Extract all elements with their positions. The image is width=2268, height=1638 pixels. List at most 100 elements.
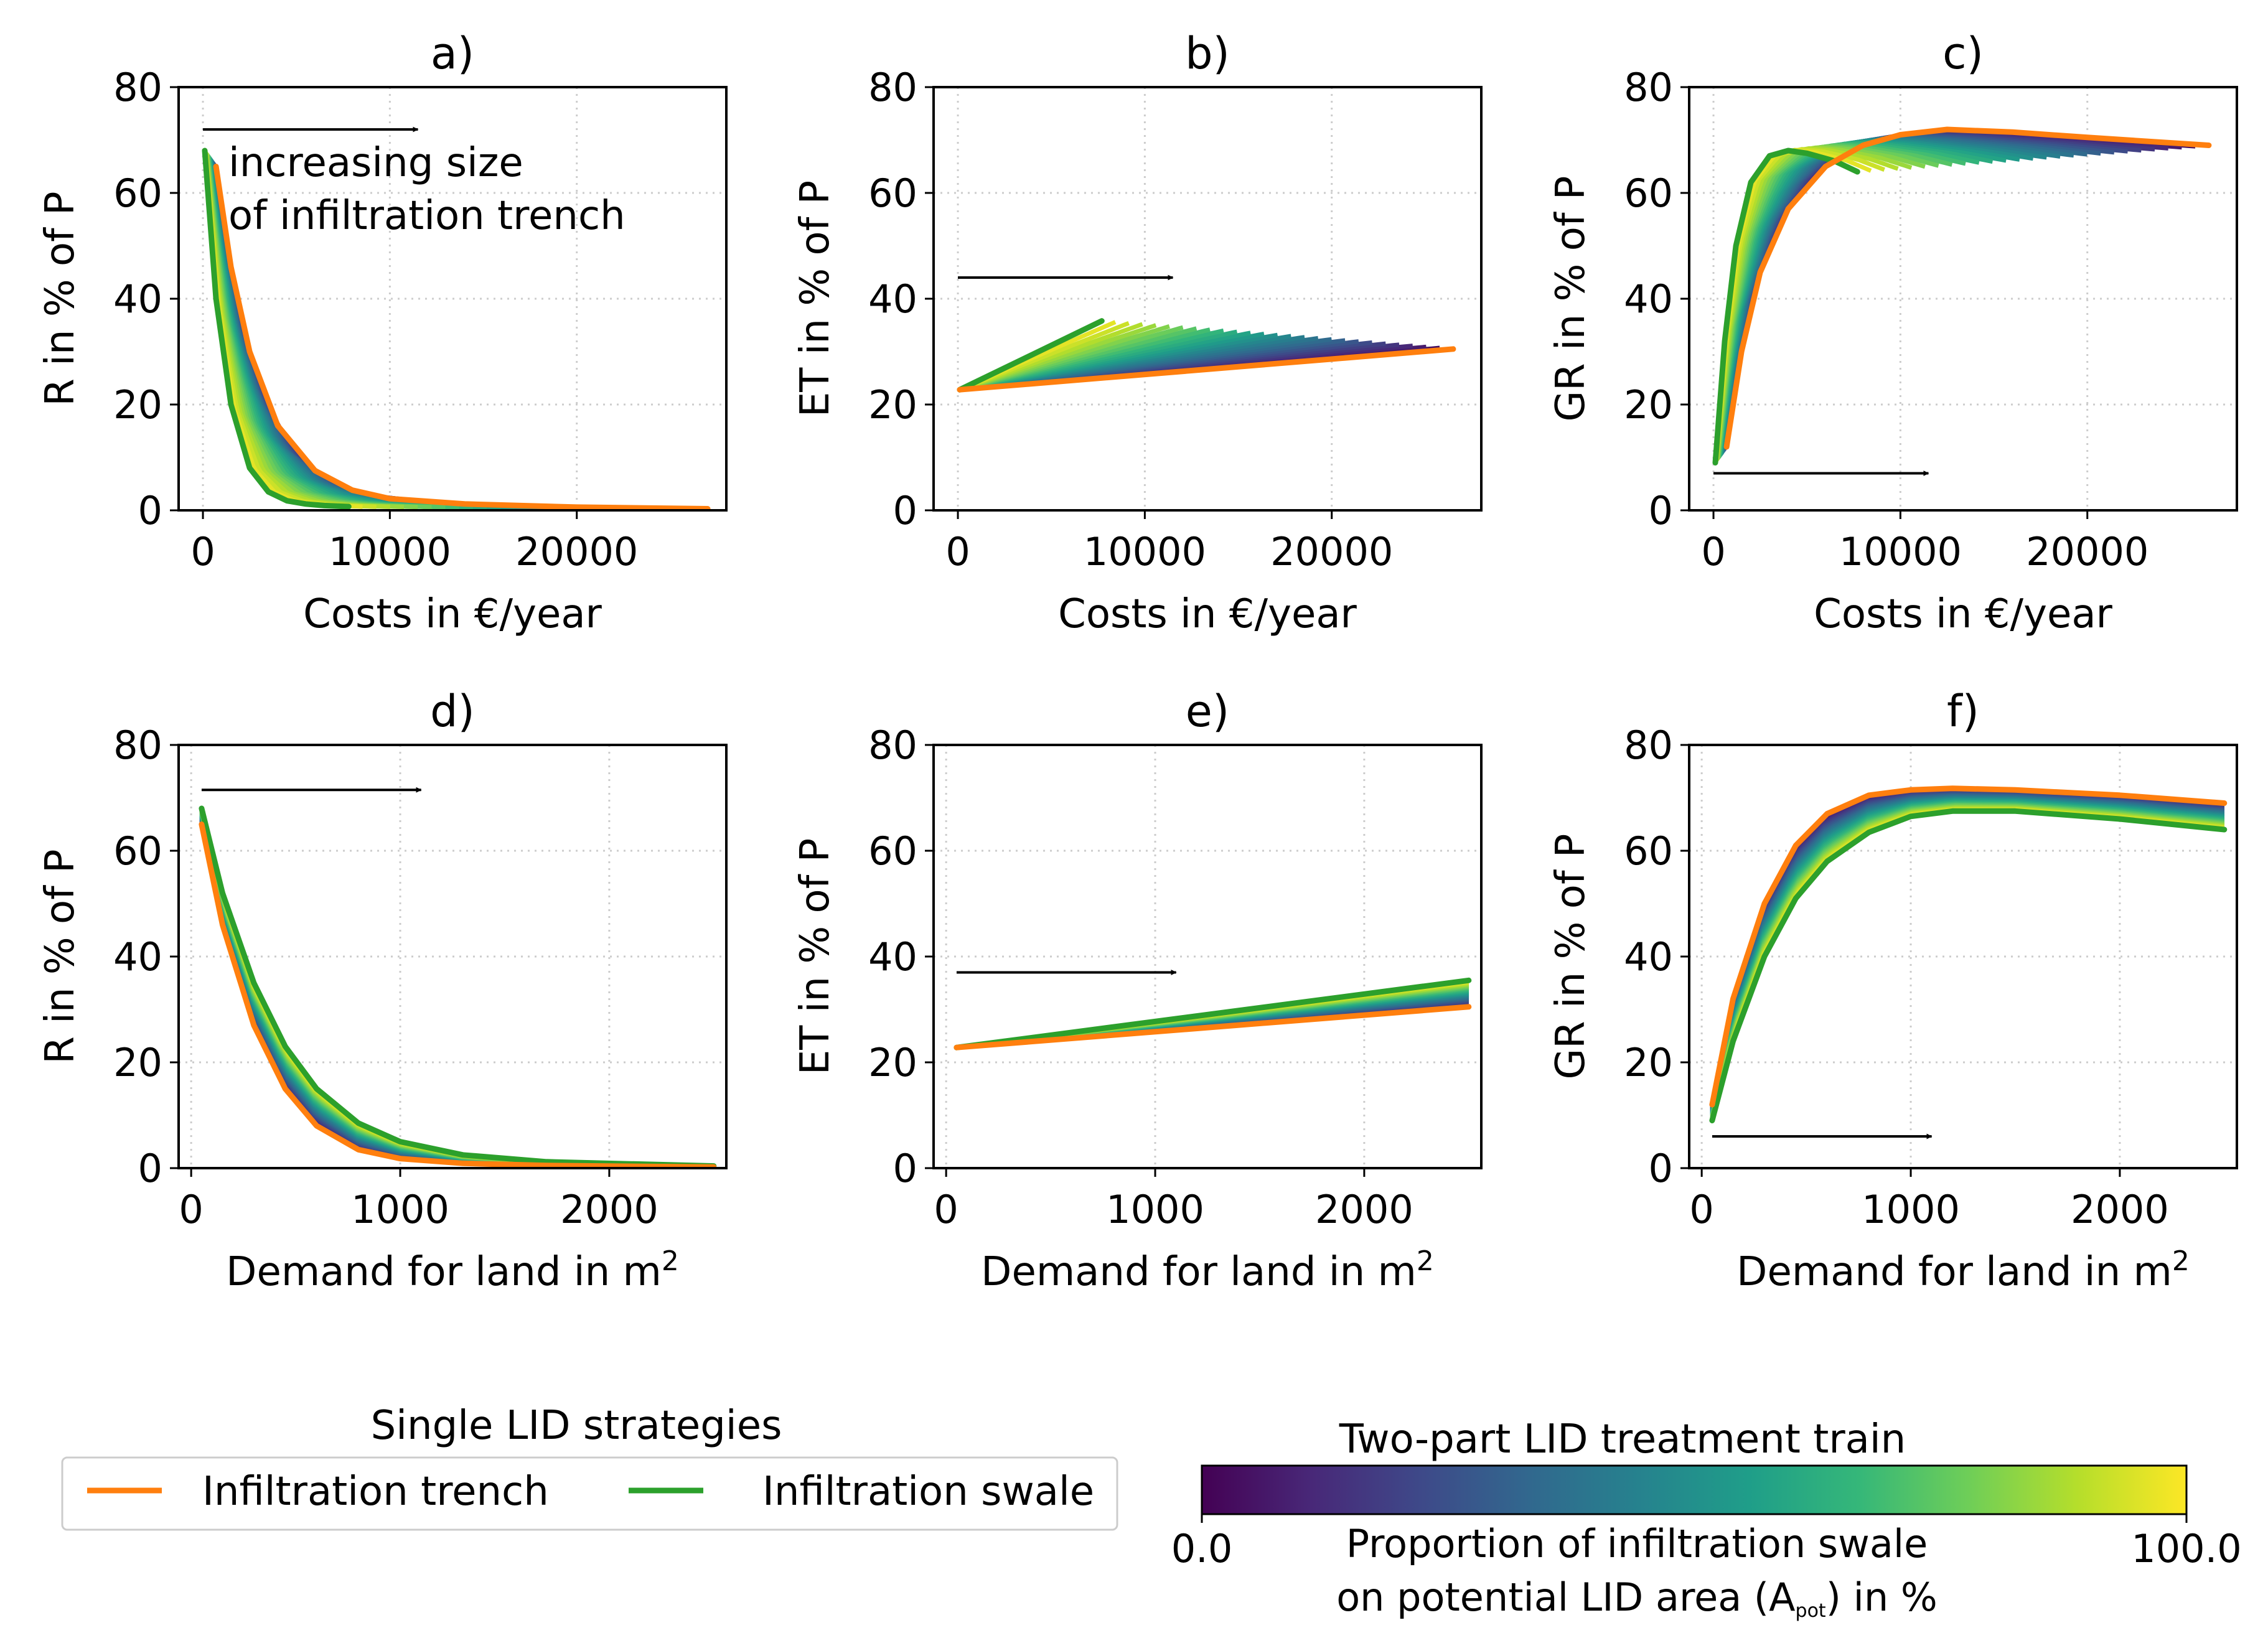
subplot-c: 0 10000 20000 0 20 40 60 80 Costs in €/year GR in… (1548, 28, 2238, 637)
treatment-train-line (1710, 797, 2225, 1113)
y-tick-label: 20 (868, 382, 917, 428)
y-tick-label: 60 (1624, 171, 1673, 216)
y-tick-label: 40 (868, 934, 917, 980)
subplot-f: 0 1000 2000 0 20 40 60 80 Demand for land in m2 G… (1548, 686, 2238, 1295)
x-axis-label: Demand for land in m2 (226, 1245, 679, 1295)
treatment-train-line (199, 810, 714, 1168)
x-tick-label: 1000 (351, 1187, 449, 1232)
treatment-train-line (1710, 789, 2225, 1107)
subplot-title: e) (1186, 686, 1229, 737)
x-tick-label: 2000 (2071, 1187, 2169, 1232)
colorbar-max-label: 100.0 (2131, 1526, 2242, 1571)
y-axis-label: GR in % of P (1548, 834, 1594, 1080)
treatment-train-line (1710, 790, 2225, 1108)
y-tick-label: 60 (868, 171, 917, 216)
x-axis-label: Costs in €/year (1058, 591, 1357, 637)
x-tick-label: 1000 (1862, 1187, 1960, 1232)
x-axis-label: Demand for land in m2 (1736, 1245, 2190, 1295)
treatment-train-line (1710, 793, 2225, 1111)
series-infiltration-trench (199, 821, 717, 1168)
y-tick-label: 40 (868, 276, 917, 322)
treatment-train-line (199, 810, 714, 1168)
subplot-title: d) (430, 686, 475, 737)
plot-area (954, 977, 1472, 1051)
y-tick-label: 20 (113, 1040, 162, 1085)
y-tick-label: 80 (868, 723, 917, 768)
y-tick-label: 0 (1649, 1146, 1673, 1191)
treatment-train-line (199, 821, 714, 1168)
y-tick-label: 20 (1624, 1040, 1673, 1085)
series-infiltration-swale (954, 977, 1472, 1051)
y-tick-label: 0 (1649, 488, 1673, 533)
legend: Single LID strategies Infiltration trench… (61, 1403, 1118, 1531)
colorbar-gradient (1201, 1464, 2188, 1515)
y-tick-label: 80 (1624, 723, 1673, 768)
treatment-train-line (199, 823, 714, 1168)
x-tick-label: 2000 (1315, 1187, 1413, 1232)
subplot-title: c) (1942, 28, 1984, 79)
x-axis-label: Demand for land in m2 (981, 1245, 1434, 1295)
treatment-train-line (1710, 795, 2225, 1112)
colorbar-min-label: 0.0 (1171, 1526, 1233, 1571)
plot-area (202, 147, 711, 510)
treatment-train-line (1710, 802, 2225, 1117)
y-tick-label: 60 (1624, 828, 1673, 874)
treatment-train-line (199, 819, 714, 1168)
series-infiltration-trench (957, 346, 1456, 393)
treatment-train-line (199, 816, 714, 1168)
y-tick-label: 0 (893, 488, 917, 533)
series-infiltration-swale (199, 805, 717, 1168)
subplot-title: f) (1947, 686, 1979, 737)
y-tick-label: 60 (113, 171, 162, 216)
treatment-train-line (199, 822, 714, 1168)
series-infiltration-swale (957, 318, 1105, 393)
treatment-train-line (199, 808, 714, 1168)
y-tick-label: 20 (1624, 382, 1673, 428)
annotation-text: of infiltration trench (228, 193, 626, 239)
plot-area (1709, 785, 2228, 1123)
y-axis-label: R in % of P (37, 191, 83, 406)
treatment-train-line (199, 814, 714, 1168)
legend-item-label: Infiltration swale (762, 1469, 1094, 1515)
colorbar: Two-part LID treatment train 0.0 100.0 (1171, 1416, 2242, 1571)
x-tick-label: 2000 (560, 1187, 658, 1232)
x-tick-label: 20000 (1270, 529, 1393, 574)
y-tick-label: 0 (138, 1146, 162, 1191)
colorbar-title: Two-part LID treatment train (1339, 1416, 1906, 1462)
x-tick-label: 0 (945, 529, 970, 574)
treatment-train-line (199, 815, 714, 1168)
y-tick-label: 80 (113, 65, 162, 110)
y-tick-label: 60 (113, 828, 162, 874)
x-tick-label: 1000 (1106, 1187, 1204, 1232)
series-infiltration-swale (1712, 147, 1860, 466)
plot-area (957, 318, 1456, 393)
treatment-train-line (1710, 788, 2225, 1107)
treatment-train-line (199, 812, 714, 1168)
treatment-train-line (199, 811, 714, 1168)
subplot-title: a) (431, 28, 474, 79)
x-tick-label: 20000 (2026, 529, 2149, 574)
treatment-train-line (199, 820, 714, 1168)
y-tick-label: 80 (868, 65, 917, 110)
y-tick-label: 80 (113, 723, 162, 768)
series-infiltration-trench (1709, 785, 2228, 1108)
treatment-train-line (199, 816, 714, 1168)
treatment-train-line (199, 820, 714, 1168)
treatment-train-line (199, 812, 714, 1168)
colorbar-label-line1: Proportion of infiltration swale (1346, 1521, 1928, 1566)
plot-area (199, 805, 717, 1168)
y-tick-label: 40 (113, 934, 162, 980)
y-tick-label: 60 (868, 828, 917, 874)
subplot-a: increasing size of infiltration trench 0 10… (37, 28, 728, 637)
legend-box (61, 1456, 1118, 1531)
x-tick-label: 0 (190, 529, 215, 574)
x-tick-label: 10000 (329, 529, 451, 574)
x-tick-label: 20000 (515, 529, 638, 574)
x-tick-label: 0 (1689, 1187, 1713, 1232)
treatment-train-line (199, 817, 714, 1168)
y-axis-label: GR in % of P (1548, 176, 1594, 422)
treatment-train-line (1710, 800, 2225, 1115)
y-axis-label: R in % of P (37, 849, 83, 1064)
series-infiltration-trench (213, 164, 711, 510)
